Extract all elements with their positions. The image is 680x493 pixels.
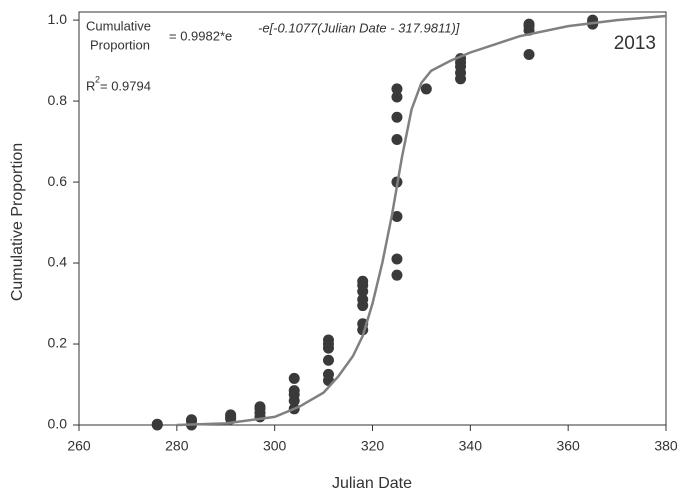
data-point bbox=[357, 275, 369, 287]
data-point bbox=[391, 111, 403, 123]
x-tick-label: 340 bbox=[459, 438, 483, 454]
equation-lhs: Proportion bbox=[90, 37, 150, 52]
data-point bbox=[254, 401, 266, 413]
data-point bbox=[322, 368, 334, 380]
y-tick-label: 0.0 bbox=[48, 416, 68, 432]
y-tick-label: 0.4 bbox=[48, 254, 68, 270]
x-tick-label: 320 bbox=[361, 438, 385, 454]
y-axis-title: Cumulative Proportion bbox=[9, 143, 26, 301]
data-point bbox=[420, 83, 432, 95]
x-tick-label: 380 bbox=[654, 438, 678, 454]
data-point bbox=[391, 91, 403, 103]
plot-frame bbox=[78, 11, 667, 426]
r-squared: = 0.9794 bbox=[100, 78, 151, 93]
data-point bbox=[186, 414, 198, 426]
data-point bbox=[391, 134, 403, 146]
y-tick-label: 0.6 bbox=[48, 173, 68, 189]
equation-rhs: = 0.9982*e bbox=[169, 28, 232, 43]
data-point bbox=[288, 385, 300, 397]
r-squared-power: 2 bbox=[95, 74, 100, 84]
x-tick-label: 300 bbox=[263, 438, 287, 454]
data-point bbox=[357, 293, 369, 305]
y-tick-label: 1.0 bbox=[48, 11, 68, 27]
data-point bbox=[391, 253, 403, 265]
year-label: 2013 bbox=[614, 33, 656, 54]
data-point bbox=[225, 409, 237, 421]
equation-lhs: Cumulative bbox=[86, 18, 151, 33]
x-tick-label: 260 bbox=[67, 438, 91, 454]
data-point bbox=[288, 372, 300, 384]
data-point bbox=[523, 49, 535, 61]
y-tick-label: 0.2 bbox=[48, 335, 68, 351]
y-tick-label: 0.8 bbox=[48, 92, 68, 108]
data-point bbox=[322, 334, 334, 346]
x-tick-label: 360 bbox=[556, 438, 580, 454]
data-point bbox=[391, 210, 403, 222]
data-point bbox=[523, 18, 535, 30]
x-tick-label: 280 bbox=[165, 438, 189, 454]
r-squared: R bbox=[86, 78, 95, 93]
fit-curve bbox=[176, 14, 667, 427]
equation-exponent: -e[-0.1077(Julian Date - 317.9811)] bbox=[258, 20, 460, 35]
data-point bbox=[151, 418, 163, 430]
x-axis-title: Julian Date bbox=[332, 475, 412, 492]
data-point bbox=[391, 83, 403, 95]
data-point bbox=[322, 354, 334, 366]
data-point bbox=[391, 269, 403, 281]
